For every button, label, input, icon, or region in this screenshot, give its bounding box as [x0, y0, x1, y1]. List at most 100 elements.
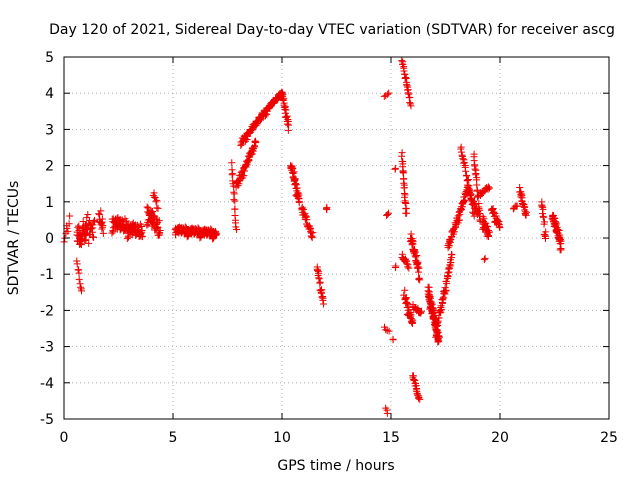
grid-lines [64, 57, 609, 419]
data-point [447, 259, 455, 267]
data-point [416, 276, 424, 284]
data-point [290, 168, 298, 176]
data-point [406, 99, 414, 107]
data-point [517, 193, 525, 201]
data-point [320, 300, 328, 308]
data-point [78, 238, 86, 246]
x-axis-label: GPS time / hours [277, 458, 394, 474]
data-point [539, 213, 547, 221]
data-point [87, 225, 95, 233]
data-point [153, 196, 161, 204]
data-point [151, 214, 159, 222]
data-point [143, 221, 151, 229]
data-point [75, 275, 83, 283]
y-tick-label: -2 [40, 303, 54, 319]
data-point [385, 89, 393, 97]
data-point [485, 233, 493, 241]
data-point [464, 175, 472, 183]
data-point [252, 139, 260, 147]
data-point [91, 216, 99, 224]
data-point [494, 219, 502, 227]
data-point [523, 208, 531, 216]
data-point [455, 216, 463, 224]
chart-title: Day 120 of 2021, Sidereal Day-to-day VTE… [49, 22, 615, 38]
data-point [212, 231, 220, 239]
data-point [240, 172, 248, 180]
data-point [245, 157, 253, 165]
data-point [242, 137, 250, 145]
y-tick-label: 0 [45, 231, 54, 247]
data-point [405, 264, 413, 272]
data-point [538, 202, 546, 210]
data-point [555, 227, 563, 235]
data-points [60, 57, 565, 417]
data-point [434, 338, 442, 346]
y-tick-label: -1 [40, 267, 54, 283]
data-point [316, 278, 324, 286]
data-point [281, 103, 289, 111]
data-point [231, 205, 239, 213]
data-point [143, 203, 151, 211]
data-point [138, 227, 146, 235]
data-point [513, 202, 521, 210]
data-point [470, 150, 478, 158]
data-point [228, 159, 236, 167]
x-tick-label: 15 [382, 430, 400, 446]
data-point [74, 223, 82, 231]
data-point [471, 165, 479, 173]
data-point [75, 225, 83, 233]
y-tick-label: 5 [45, 50, 54, 66]
data-point [415, 275, 423, 283]
data-point [228, 171, 236, 179]
data-point [148, 208, 156, 216]
data-point [318, 293, 326, 301]
y-axis-label: SDTVAR / TECUs [6, 181, 22, 296]
data-point [139, 233, 147, 241]
data-point [231, 197, 239, 205]
data-point [404, 261, 412, 269]
data-point [401, 198, 409, 206]
data-point [383, 409, 391, 417]
y-tick-label: -4 [40, 376, 54, 392]
data-point [98, 215, 106, 223]
data-point [404, 300, 412, 308]
data-point [230, 188, 238, 196]
data-point [428, 300, 436, 308]
data-point [472, 169, 480, 177]
data-point [483, 222, 491, 230]
data-point [137, 232, 145, 240]
data-point [484, 223, 492, 231]
data-point [409, 316, 417, 324]
data-point [443, 279, 451, 287]
data-point [229, 170, 237, 178]
data-point [292, 181, 300, 189]
data-point [490, 208, 498, 216]
data-point [90, 233, 98, 241]
data-point [282, 106, 290, 114]
data-point [416, 395, 424, 403]
axis-ticks: 0 5 10 15 20 25 -5 -4 -3 -2 -1 0 1 2 3 4 5 [40, 50, 618, 446]
data-point [486, 184, 493, 192]
data-point [233, 225, 241, 233]
data-point [413, 251, 421, 259]
data-point [460, 158, 468, 166]
data-point [444, 269, 452, 277]
data-point [441, 290, 449, 298]
data-point [403, 260, 411, 268]
data-point [486, 228, 494, 236]
data-point [75, 269, 83, 277]
data-point [152, 198, 160, 206]
data-point [473, 186, 481, 194]
data-point [456, 211, 464, 219]
data-point [251, 138, 259, 146]
data-point [408, 241, 416, 249]
data-point [407, 102, 415, 110]
data-point [279, 96, 287, 104]
data-point [196, 234, 204, 242]
data-point [403, 298, 411, 306]
data-point [66, 212, 74, 220]
data-point [484, 183, 492, 191]
data-point [479, 188, 487, 196]
data-point [84, 211, 92, 219]
